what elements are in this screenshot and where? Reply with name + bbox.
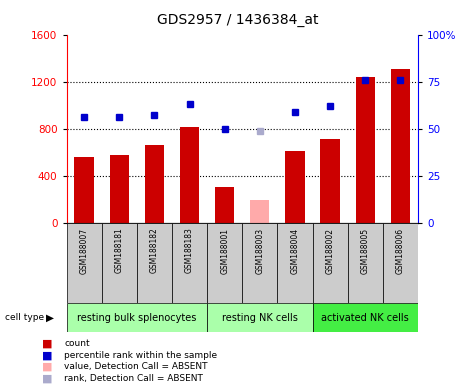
Bar bbox=[66, 303, 207, 332]
Text: resting NK cells: resting NK cells bbox=[222, 313, 298, 323]
Bar bbox=[75, 157, 94, 223]
Bar bbox=[383, 223, 418, 303]
Text: rank, Detection Call = ABSENT: rank, Detection Call = ABSENT bbox=[64, 374, 203, 383]
Text: GSM188181: GSM188181 bbox=[115, 228, 124, 273]
Text: cell type: cell type bbox=[5, 313, 44, 322]
Bar bbox=[356, 77, 375, 223]
Text: GSM188004: GSM188004 bbox=[291, 228, 299, 274]
Text: ▶: ▶ bbox=[46, 313, 54, 323]
Bar bbox=[180, 127, 199, 223]
Text: count: count bbox=[64, 339, 90, 348]
Text: ■: ■ bbox=[42, 373, 53, 383]
Bar bbox=[137, 223, 172, 303]
Bar bbox=[242, 223, 277, 303]
Bar bbox=[110, 154, 129, 223]
Bar bbox=[321, 139, 340, 223]
Bar bbox=[391, 69, 410, 223]
Bar bbox=[66, 223, 102, 303]
Text: GSM188007: GSM188007 bbox=[80, 228, 88, 274]
Bar bbox=[102, 223, 137, 303]
Text: value, Detection Call = ABSENT: value, Detection Call = ABSENT bbox=[64, 362, 208, 371]
Text: ■: ■ bbox=[42, 350, 53, 360]
Bar bbox=[250, 200, 269, 223]
Text: GSM188005: GSM188005 bbox=[361, 228, 370, 274]
Text: GSM188001: GSM188001 bbox=[220, 228, 229, 273]
Text: GSM188003: GSM188003 bbox=[256, 228, 264, 274]
Text: GDS2957 / 1436384_at: GDS2957 / 1436384_at bbox=[157, 13, 318, 27]
Text: ■: ■ bbox=[42, 362, 53, 372]
Bar bbox=[348, 223, 383, 303]
Bar bbox=[277, 223, 313, 303]
Text: resting bulk splenocytes: resting bulk splenocytes bbox=[77, 313, 197, 323]
Bar bbox=[207, 303, 313, 332]
Bar bbox=[172, 223, 207, 303]
Text: ■: ■ bbox=[42, 339, 53, 349]
Bar bbox=[145, 145, 164, 223]
Bar bbox=[313, 303, 418, 332]
Text: GSM188006: GSM188006 bbox=[396, 228, 405, 274]
Text: GSM188182: GSM188182 bbox=[150, 228, 159, 273]
Bar bbox=[285, 151, 304, 223]
Text: GSM188183: GSM188183 bbox=[185, 228, 194, 273]
Bar bbox=[215, 187, 234, 223]
Text: activated NK cells: activated NK cells bbox=[322, 313, 409, 323]
Text: percentile rank within the sample: percentile rank within the sample bbox=[64, 351, 217, 360]
Bar bbox=[207, 223, 242, 303]
Bar bbox=[313, 223, 348, 303]
Text: GSM188002: GSM188002 bbox=[326, 228, 334, 273]
